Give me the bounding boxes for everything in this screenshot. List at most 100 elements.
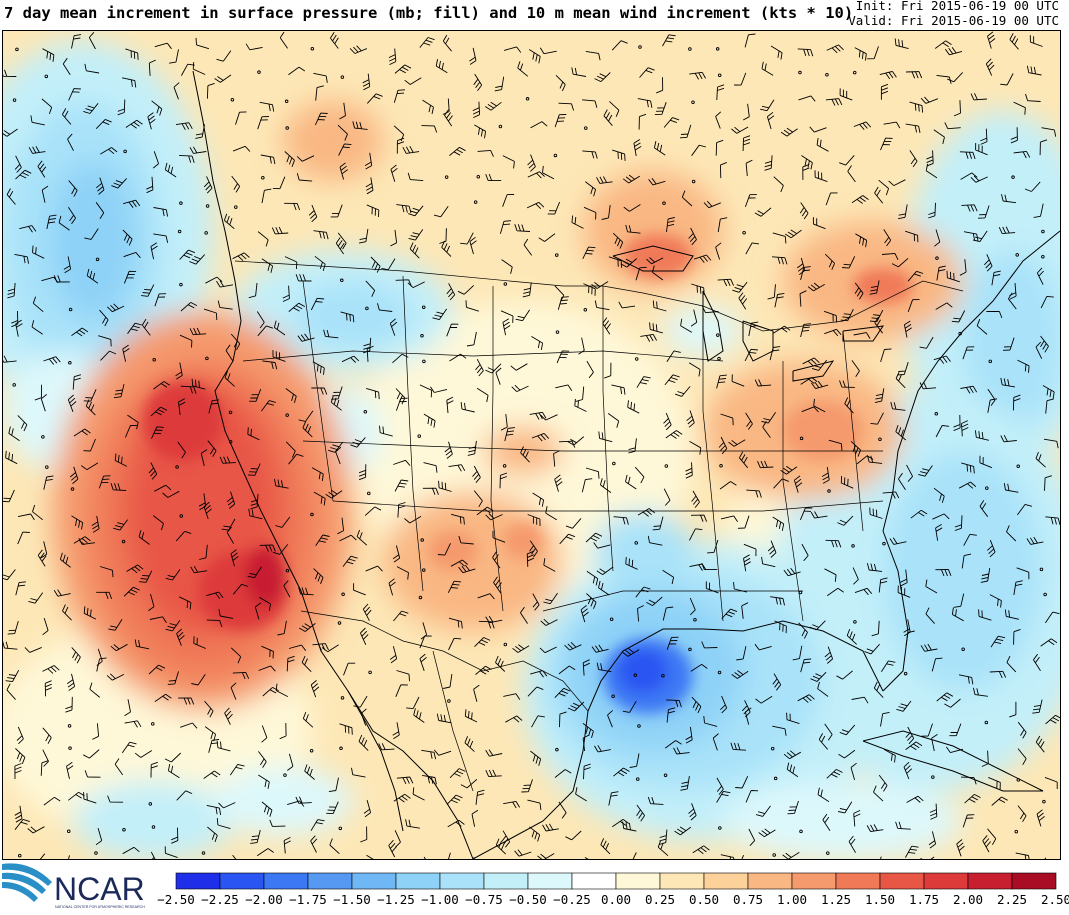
wind-barb: [226, 526, 234, 544]
wind-barb: [869, 280, 880, 295]
wind-barb: [601, 205, 611, 220]
wind-barb: [983, 254, 993, 272]
wind-barb: [395, 397, 408, 411]
wind-barb: [148, 664, 166, 675]
wind-barb: [953, 593, 965, 608]
wind-barb: [540, 618, 558, 626]
wind-barb: [826, 587, 844, 597]
wind-barb: [164, 752, 182, 763]
wind-barb: [250, 829, 261, 844]
wind-barb: [743, 554, 751, 572]
wind-barb: [871, 620, 880, 637]
wind-barb: [582, 659, 590, 676]
wind-barb: [24, 646, 42, 653]
wind-barb: [339, 162, 348, 180]
wind-barb: [117, 99, 126, 116]
wind-barb: [1044, 475, 1052, 491]
wind-barb: [878, 577, 888, 593]
wind-barb: [793, 475, 803, 493]
wind-barb: [1017, 359, 1030, 373]
wind-barb: [141, 284, 155, 297]
wind-barb: [586, 593, 597, 609]
wind-barb: [337, 517, 345, 535]
wind-barb: [68, 855, 70, 859]
wind-barb: [867, 46, 879, 60]
wind-barb: [716, 84, 725, 101]
wind-barb: [472, 101, 481, 119]
wind-barb: [110, 643, 128, 652]
pressure-fill-cores: [143, 234, 913, 714]
wind-barb: [828, 439, 843, 451]
wind-barb: [326, 801, 339, 815]
wind-barb: [396, 566, 409, 580]
wind-barb: [728, 439, 746, 447]
wind-barb: [665, 430, 683, 439]
wind-barb: [558, 801, 567, 819]
wind-barb: [258, 665, 276, 672]
calm-wind-marker: [234, 205, 238, 209]
wind-barb: [666, 636, 679, 650]
wind-barb: [17, 415, 28, 432]
wind-barb: [138, 529, 150, 545]
wind-barb: [245, 43, 263, 51]
wind-barb: [395, 388, 406, 405]
wind-barb: [850, 762, 857, 781]
wind-barb: [903, 761, 913, 780]
calm-wind-marker: [882, 541, 886, 546]
wind-barb: [106, 673, 125, 681]
wind-barb: [340, 311, 355, 323]
wind-barb: [313, 491, 326, 506]
wind-barb: [529, 411, 547, 420]
wind-barb: [921, 723, 933, 737]
wind-barb: [1017, 748, 1027, 766]
wind-barb: [530, 121, 548, 129]
wind-barb: [154, 42, 172, 50]
wind-barb: [826, 44, 844, 54]
wind-barb: [847, 165, 856, 183]
wind-barb: [736, 646, 747, 661]
wind-barb: [739, 451, 749, 469]
wind-barb: [748, 321, 759, 337]
wind-barb: [600, 838, 611, 855]
wind-barb: [42, 727, 52, 744]
wind-barb: [800, 658, 812, 673]
wind-barb: [894, 38, 909, 50]
wind-barb: [553, 450, 561, 467]
valid-time-label: Valid: Fri 2015-06-19 00 UTC: [848, 13, 1059, 28]
wind-barb: [637, 508, 655, 517]
wind-barb: [1008, 292, 1017, 310]
wind-barb: [503, 693, 521, 700]
wind-barb: [313, 230, 329, 240]
wind-barb: [422, 487, 439, 495]
wind-barb: [3, 489, 15, 503]
wind-barb: [114, 453, 128, 467]
wind-barb: [3, 569, 16, 581]
wind-barb: [715, 242, 722, 260]
wind-barb: [412, 787, 425, 801]
calm-wind-marker: [175, 465, 179, 469]
wind-barb: [179, 154, 195, 163]
wind-barb: [692, 845, 710, 855]
wind-barb: [153, 207, 169, 217]
wind-barb: [585, 181, 597, 197]
wind-barb: [758, 828, 776, 838]
wind-barb: [91, 515, 100, 533]
wind-barb: [165, 620, 181, 632]
wind-barb: [673, 747, 690, 755]
wind-barb: [735, 776, 749, 789]
wind-barb: [475, 358, 484, 377]
wind-barb: [164, 846, 178, 859]
wind-barb: [179, 334, 193, 348]
wind-barb: [448, 617, 463, 629]
calm-wind-marker: [15, 47, 19, 52]
wind-barb: [260, 154, 276, 165]
calm-wind-marker: [611, 694, 615, 698]
wind-barb: [1040, 335, 1049, 353]
wind-barb: [596, 566, 614, 575]
wind-barb: [1032, 699, 1043, 714]
wind-barb: [766, 111, 775, 130]
wind-barb: [874, 186, 884, 204]
wind-barb: [523, 238, 533, 256]
wind-barb: [809, 126, 827, 133]
init-time-label: Init: Fri 2015-06-19 00 UTC: [855, 0, 1059, 13]
